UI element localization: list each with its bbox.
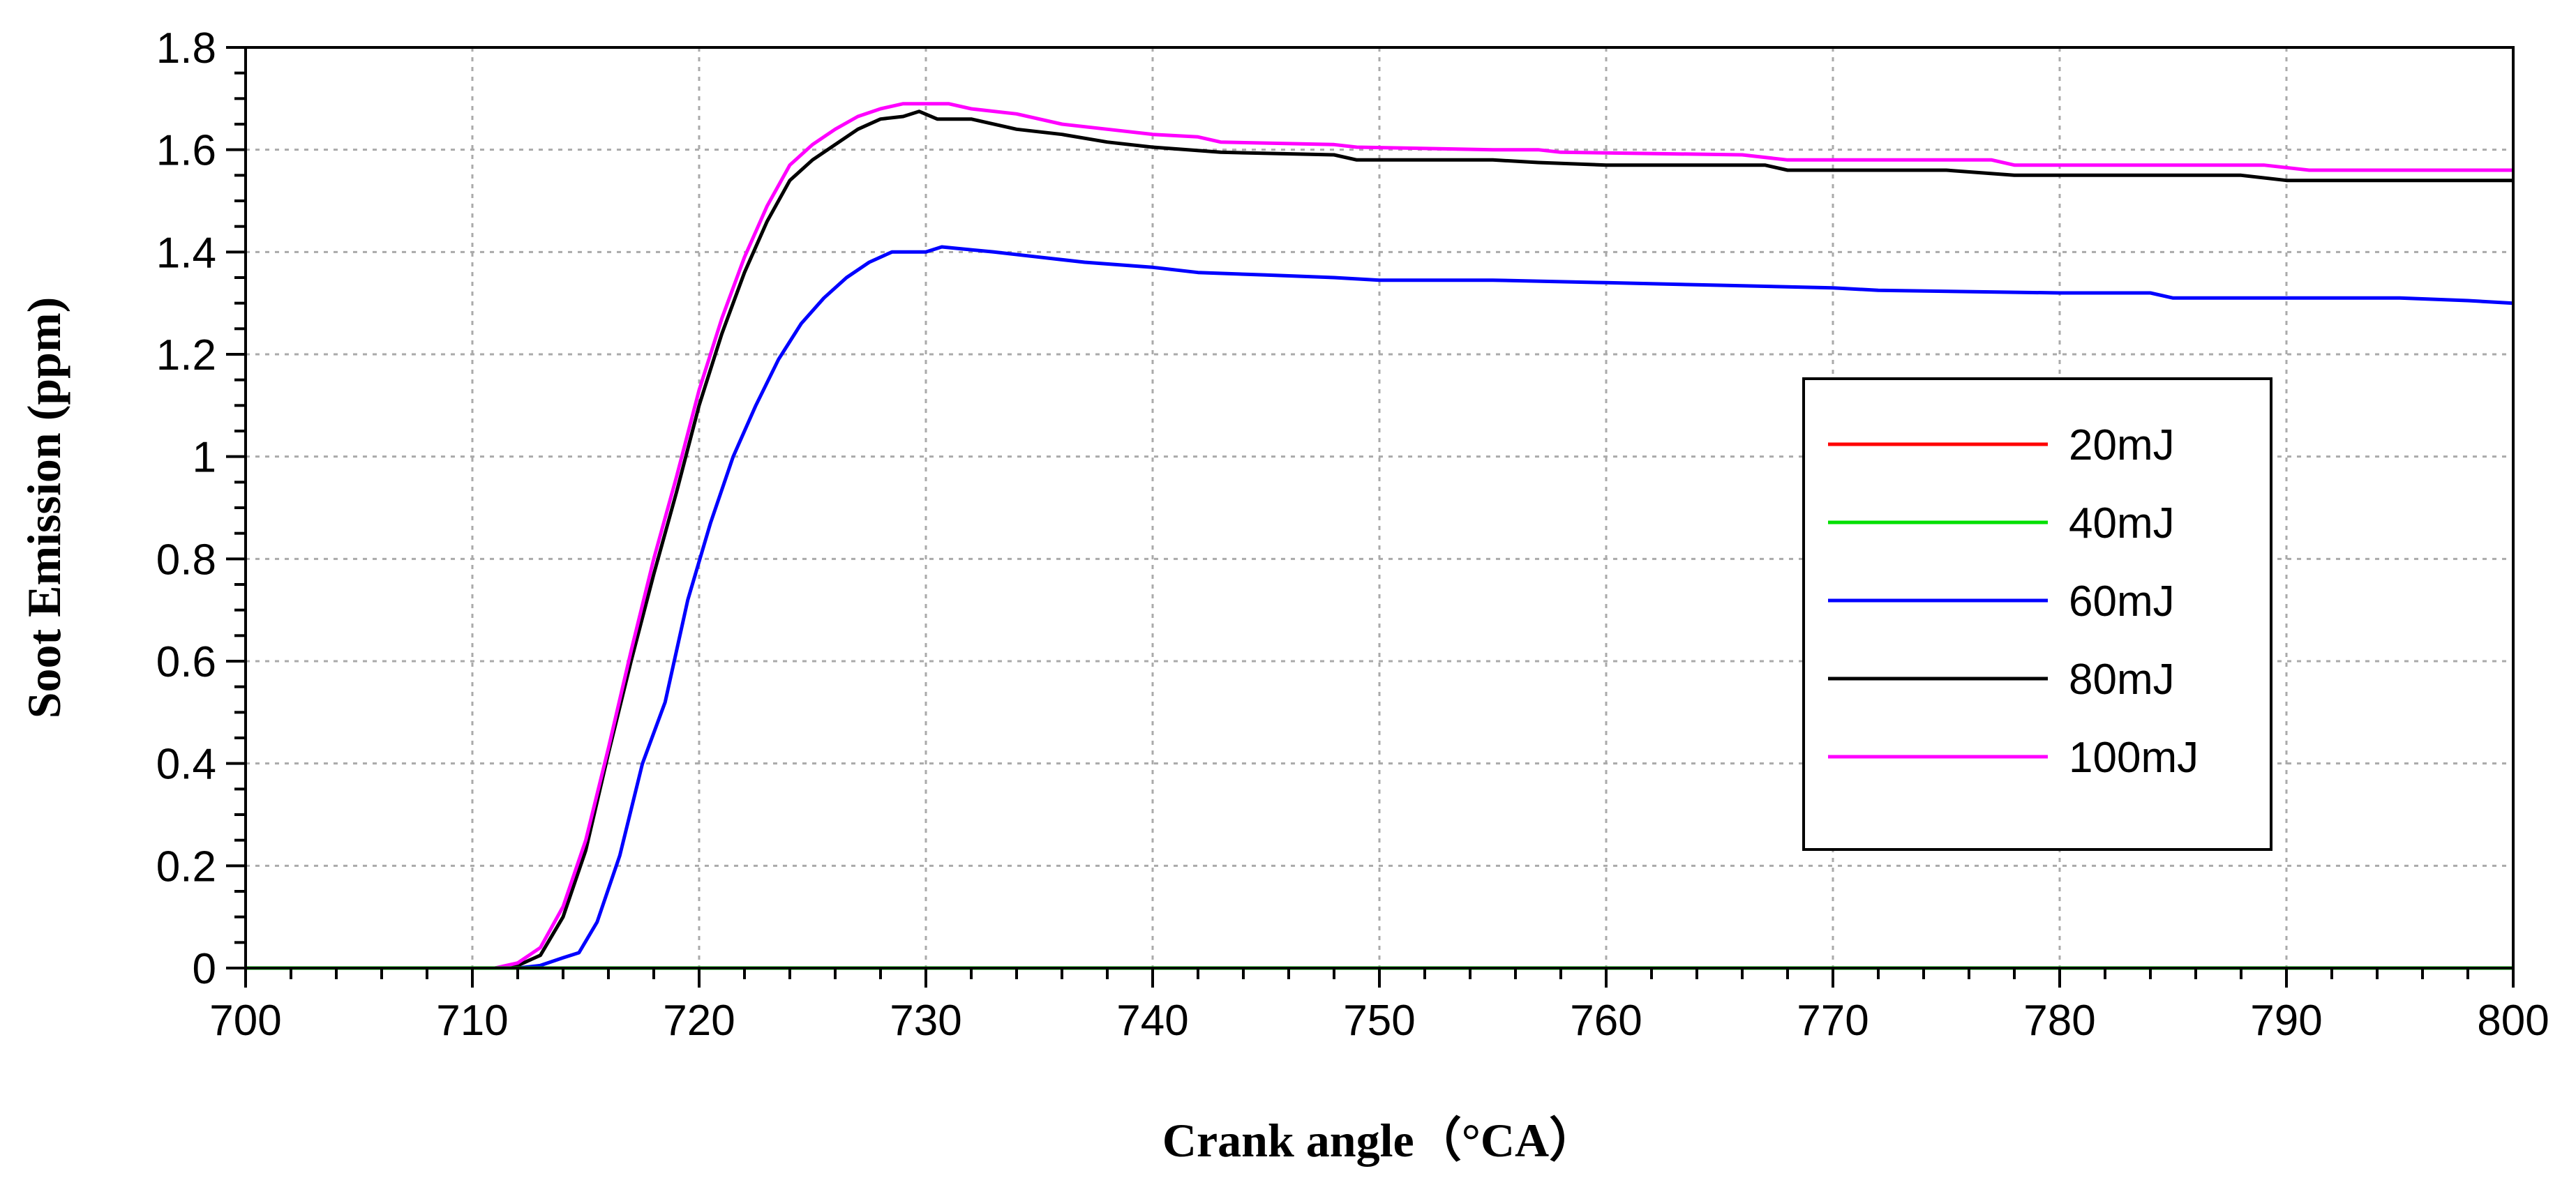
x-tick-label: 740 [1116, 997, 1188, 1045]
legend-box [1802, 377, 2272, 851]
x-tick-label: 720 [663, 997, 735, 1045]
y-tick-label: 0.6 [156, 638, 216, 686]
y-tick-label: 0.4 [156, 741, 216, 789]
y-tick-label: 0.2 [156, 843, 216, 891]
x-tick-label: 800 [2477, 997, 2549, 1045]
series-line-60mJ [246, 245, 2514, 970]
legend-label-60mJ: 60mJ [2069, 577, 2175, 626]
legend-label-100mJ: 100mJ [2069, 734, 2199, 782]
x-tick-label: 750 [1343, 997, 1415, 1045]
x-axis-title: Crank angle（°CA） [1162, 1114, 1596, 1167]
y-tick-label: 1.4 [156, 229, 216, 277]
x-tick-label: 710 [436, 997, 508, 1045]
x-tick-label: 770 [1797, 997, 1869, 1045]
series-line-100mJ [246, 102, 2513, 970]
y-tick-label: 1.2 [156, 331, 216, 379]
y-tick-label: 0 [193, 945, 216, 993]
y-tick-label: 0.8 [156, 536, 216, 584]
axis-ticks [226, 46, 2515, 988]
y-tick-label: 1 [193, 434, 216, 482]
y-tick-label: 1.8 [156, 24, 216, 73]
x-tick-label: 790 [2250, 997, 2322, 1045]
tick-labels: 700 710 720 730 740 750 760 770 780 790 800 0 0.2 0.4… [156, 24, 2549, 1045]
x-tick-label: 780 [2023, 997, 2095, 1045]
legend-label-20mJ: 20mJ [2069, 421, 2175, 469]
legend: 20mJ 40mJ 60mJ 80mJ 100mJ [1802, 377, 2272, 851]
x-tick-label: 760 [1570, 997, 1642, 1045]
x-tick-label: 730 [890, 997, 961, 1045]
y-tick-label: 1.6 [156, 127, 216, 175]
legend-label-80mJ: 80mJ [2069, 656, 2175, 704]
y-axis-title: Soot Emission (ppm) [17, 297, 70, 719]
legend-label-40mJ: 40mJ [2069, 499, 2175, 547]
x-tick-label: 700 [209, 997, 281, 1045]
